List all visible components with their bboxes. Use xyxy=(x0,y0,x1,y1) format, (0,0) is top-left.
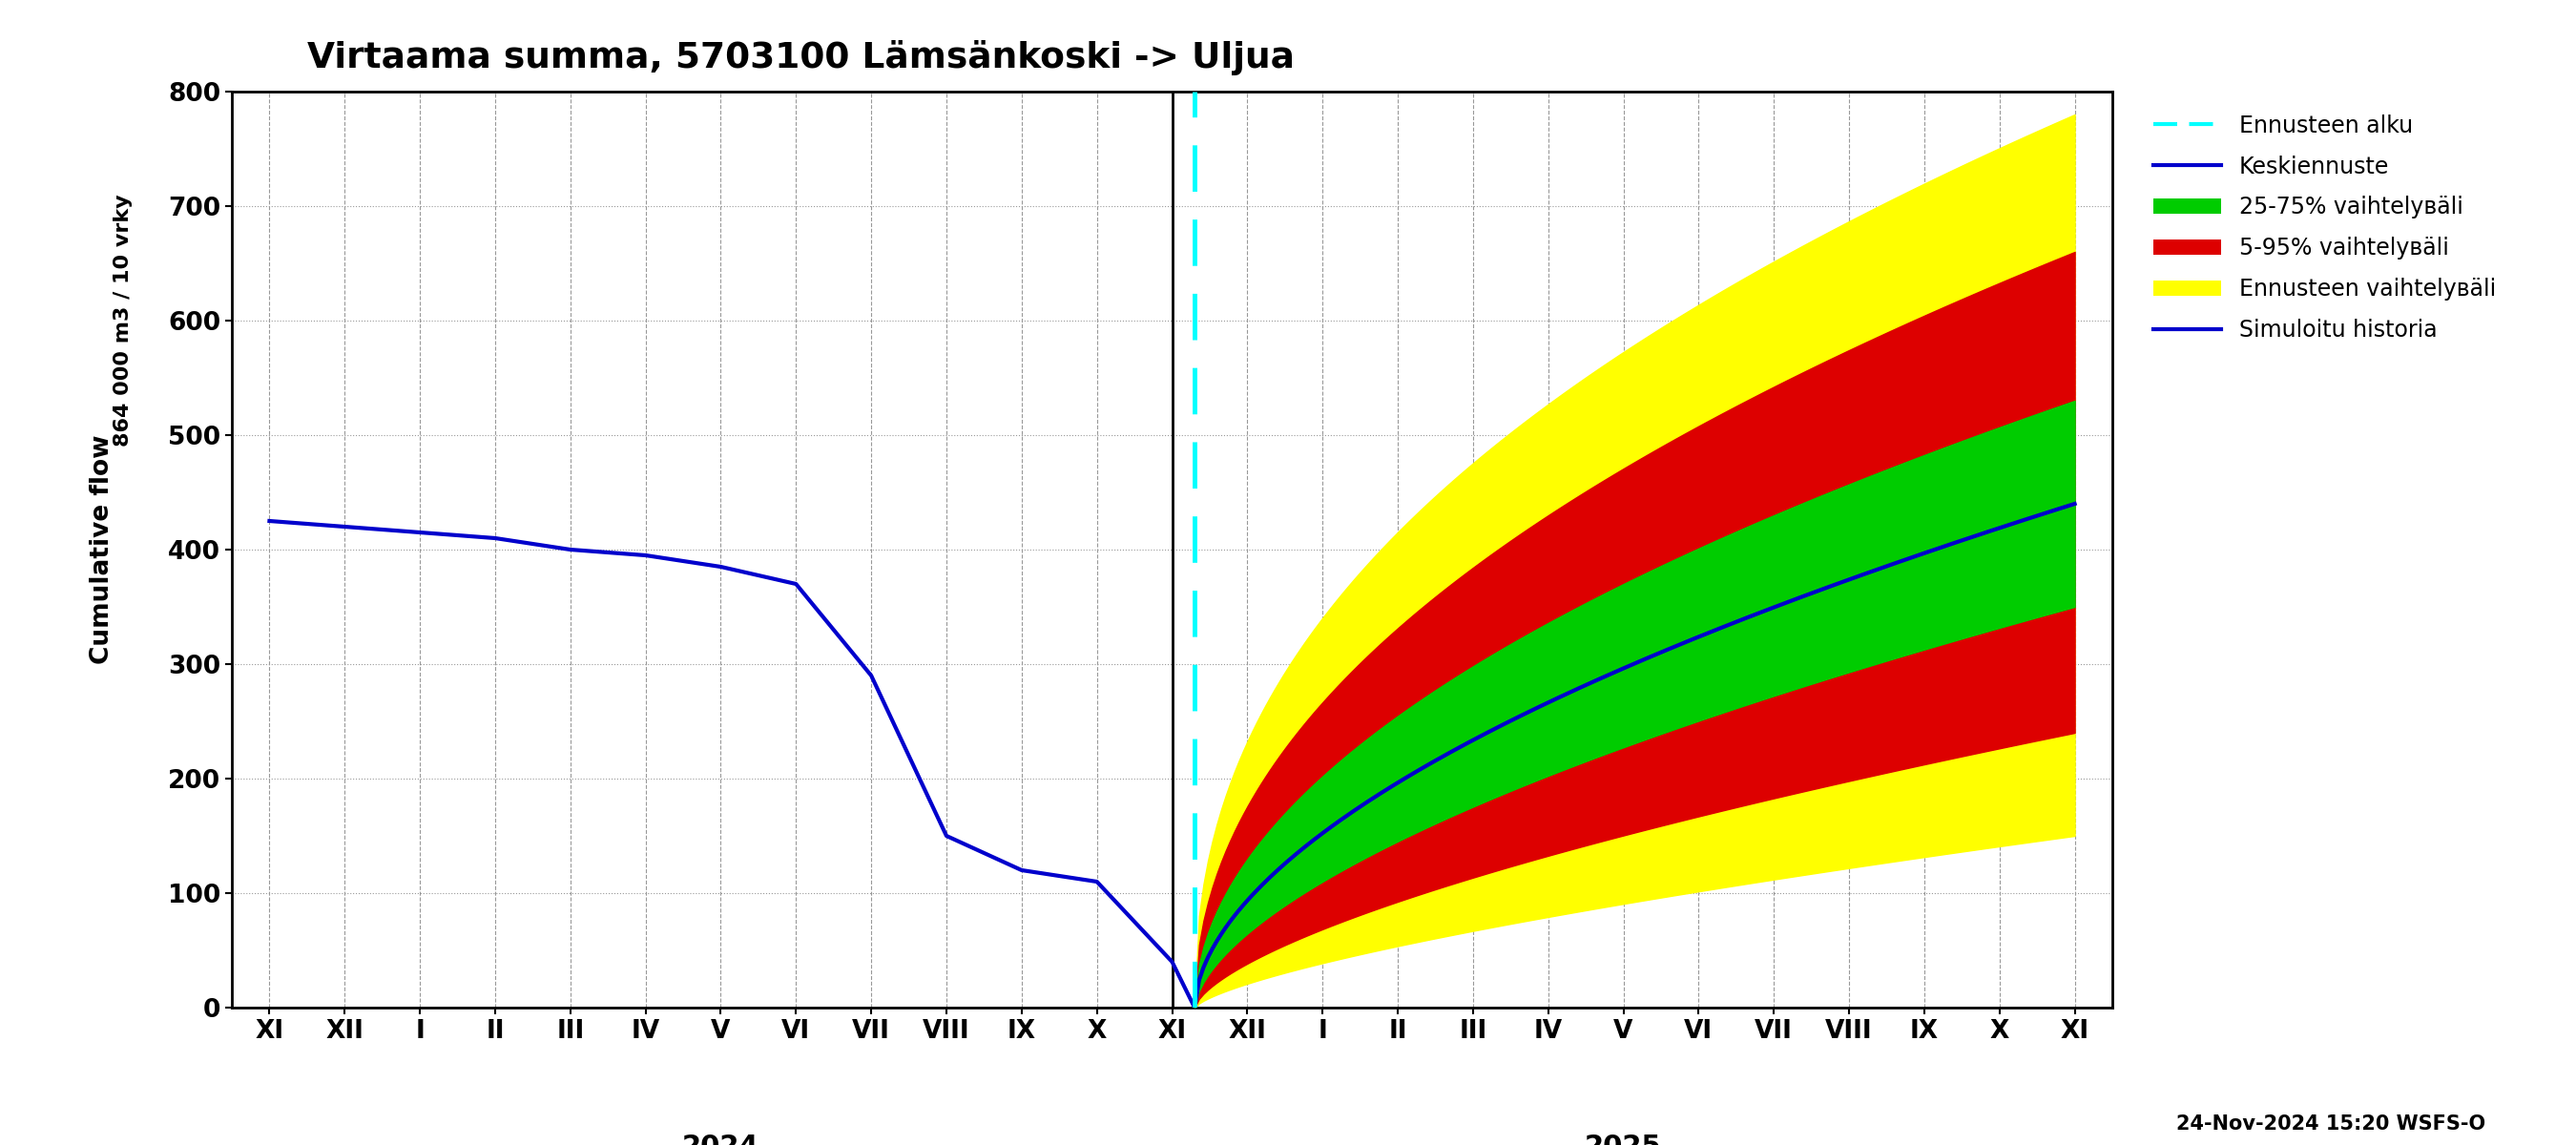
Text: 24-Nov-2024 15:20 WSFS-O: 24-Nov-2024 15:20 WSFS-O xyxy=(2177,1114,2486,1134)
Text: 2025: 2025 xyxy=(1584,1134,1662,1145)
Text: 2024: 2024 xyxy=(683,1134,760,1145)
Text: 864 000 m3 / 10 vrky: 864 000 m3 / 10 vrky xyxy=(113,195,131,447)
Text: Virtaama summa, 5703100 Lämsänkoski -> Uljua: Virtaama summa, 5703100 Lämsänkoski -> U… xyxy=(307,40,1296,76)
Legend: Ennusteen alku, Keskiennuste, 25-75% vaihtelувäli, 5-95% vaihtelувäli, Ennusteen: Ennusteen alku, Keskiennuste, 25-75% vai… xyxy=(2143,103,2506,353)
Y-axis label: Cumulative flow: Cumulative flow xyxy=(90,435,116,664)
